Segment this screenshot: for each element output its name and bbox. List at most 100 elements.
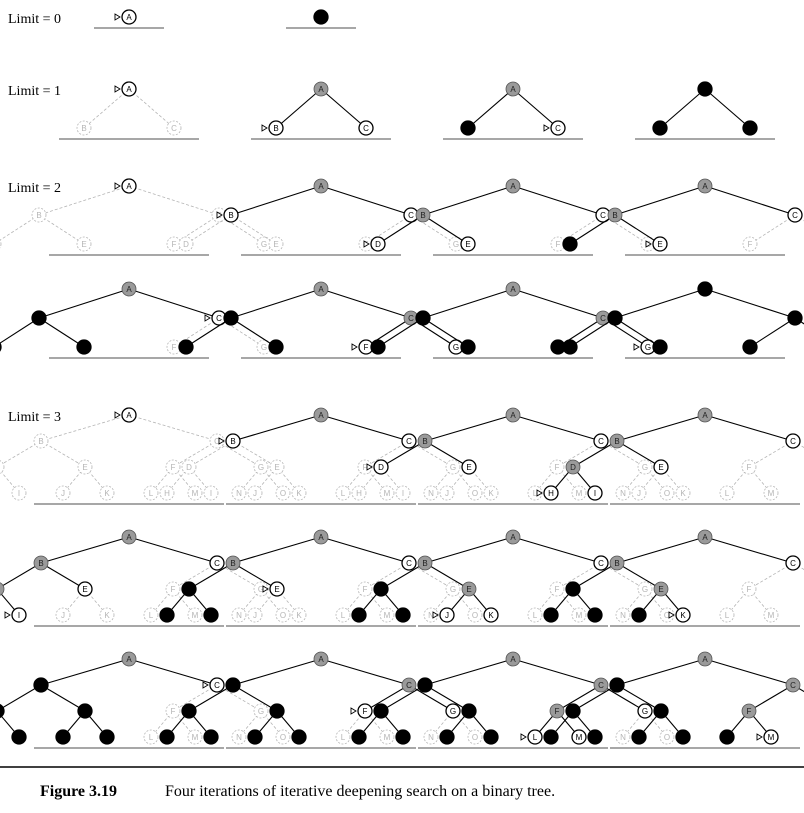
node-label: E	[82, 463, 87, 472]
tree-node-e: E	[268, 236, 284, 252]
tree-panel: A C F G	[178, 281, 464, 359]
node-label: E	[82, 585, 87, 594]
node-label: A	[126, 533, 132, 542]
tree-edge	[188, 684, 234, 712]
node-circle	[505, 529, 521, 545]
node-circle	[505, 651, 521, 667]
tree-node-j: J	[247, 607, 263, 623]
node-circle	[357, 581, 373, 597]
node-label: C	[216, 314, 222, 323]
node-circle	[55, 729, 71, 745]
tree-node-f: F	[741, 459, 757, 475]
tree-edge	[572, 562, 618, 590]
node-label: M	[384, 611, 391, 620]
node-label: C	[600, 211, 606, 220]
node-circle	[121, 407, 137, 423]
node-label: N	[236, 733, 242, 742]
node-circle	[77, 459, 93, 475]
tree-edge	[230, 317, 277, 348]
tree-edge	[424, 536, 514, 564]
node-circle	[159, 485, 175, 501]
tree-edge	[704, 658, 794, 686]
node-circle	[565, 581, 581, 597]
tree-edge	[188, 440, 234, 468]
node-circle	[562, 339, 578, 355]
tree-node-a	[313, 9, 329, 25]
node-label: L	[341, 611, 346, 620]
tree-edge	[185, 214, 232, 245]
node-circle	[461, 581, 477, 597]
node-label: M	[576, 611, 583, 620]
node-circle	[543, 607, 559, 623]
tree-node-a: A	[697, 529, 713, 545]
tree-edge	[185, 317, 232, 348]
node-label: B	[422, 437, 427, 446]
limit-label-0: Limit = 0	[8, 12, 61, 27]
node-label: N	[236, 489, 242, 498]
node-circle	[460, 120, 476, 136]
node-label: E	[466, 463, 471, 472]
tree-node-f	[742, 339, 758, 355]
tree-node-m: M	[379, 485, 395, 501]
node-circle	[763, 607, 779, 623]
node-circle	[178, 339, 194, 355]
tree-edge	[600, 440, 646, 468]
node-label: F	[363, 585, 368, 594]
tree-node-i: I	[203, 485, 219, 501]
node-label: C	[363, 124, 369, 133]
node-circle	[253, 703, 269, 719]
node-circle	[76, 339, 92, 355]
tree-edge	[0, 317, 40, 344]
node-circle	[395, 607, 411, 623]
node-label: I	[594, 489, 596, 498]
tree-node-e: E	[269, 459, 285, 475]
current-node-pointer-icon	[218, 437, 225, 445]
tree-node-a: A	[121, 9, 137, 25]
tree-node-c: C	[166, 120, 182, 136]
tree-node-h: H	[351, 485, 367, 501]
node-label: M	[192, 733, 199, 742]
node-circle	[593, 677, 609, 693]
tree-edge	[40, 440, 86, 468]
tree-node-d	[0, 703, 5, 719]
node-circle	[395, 729, 411, 745]
tree-edge	[424, 414, 514, 442]
node-circle	[607, 207, 623, 223]
node-circle	[143, 607, 159, 623]
node-label: L	[533, 489, 538, 498]
current-node-pointer-icon	[350, 707, 357, 715]
tree-node-c: C	[401, 555, 417, 571]
tree-node-c: C	[550, 120, 566, 136]
tree-panel: A B D H I E J K C F L M G N O	[159, 407, 483, 505]
node-circle	[225, 433, 241, 449]
node-circle	[543, 729, 559, 745]
node-circle	[55, 485, 71, 501]
tree-node-e: E	[461, 459, 477, 475]
node-label: G	[642, 463, 648, 472]
node-circle	[742, 339, 758, 355]
node-label: G	[453, 240, 459, 249]
node-label: C	[214, 681, 220, 690]
tree-edge	[512, 414, 602, 442]
tree-node-j: J	[439, 607, 455, 623]
node-label: J	[61, 611, 65, 620]
tree-node-e: E	[653, 581, 669, 597]
node-label: E	[274, 585, 279, 594]
tree-edge	[172, 440, 218, 468]
node-label: I	[210, 489, 212, 498]
node-label: A	[510, 655, 516, 664]
node-label: F	[172, 343, 177, 352]
node-circle	[313, 651, 329, 667]
node-circle	[653, 459, 669, 475]
node-circle	[99, 485, 115, 501]
tree-edge	[410, 214, 457, 245]
tree-node-a: A	[505, 281, 521, 297]
node-label: G	[450, 463, 456, 472]
node-circle	[609, 555, 625, 571]
node-circle	[742, 120, 758, 136]
node-label: C	[598, 559, 604, 568]
node-label: F	[171, 463, 176, 472]
tree-node-d	[562, 236, 578, 252]
node-circle	[121, 281, 137, 297]
tree-node-f: F	[165, 703, 181, 719]
